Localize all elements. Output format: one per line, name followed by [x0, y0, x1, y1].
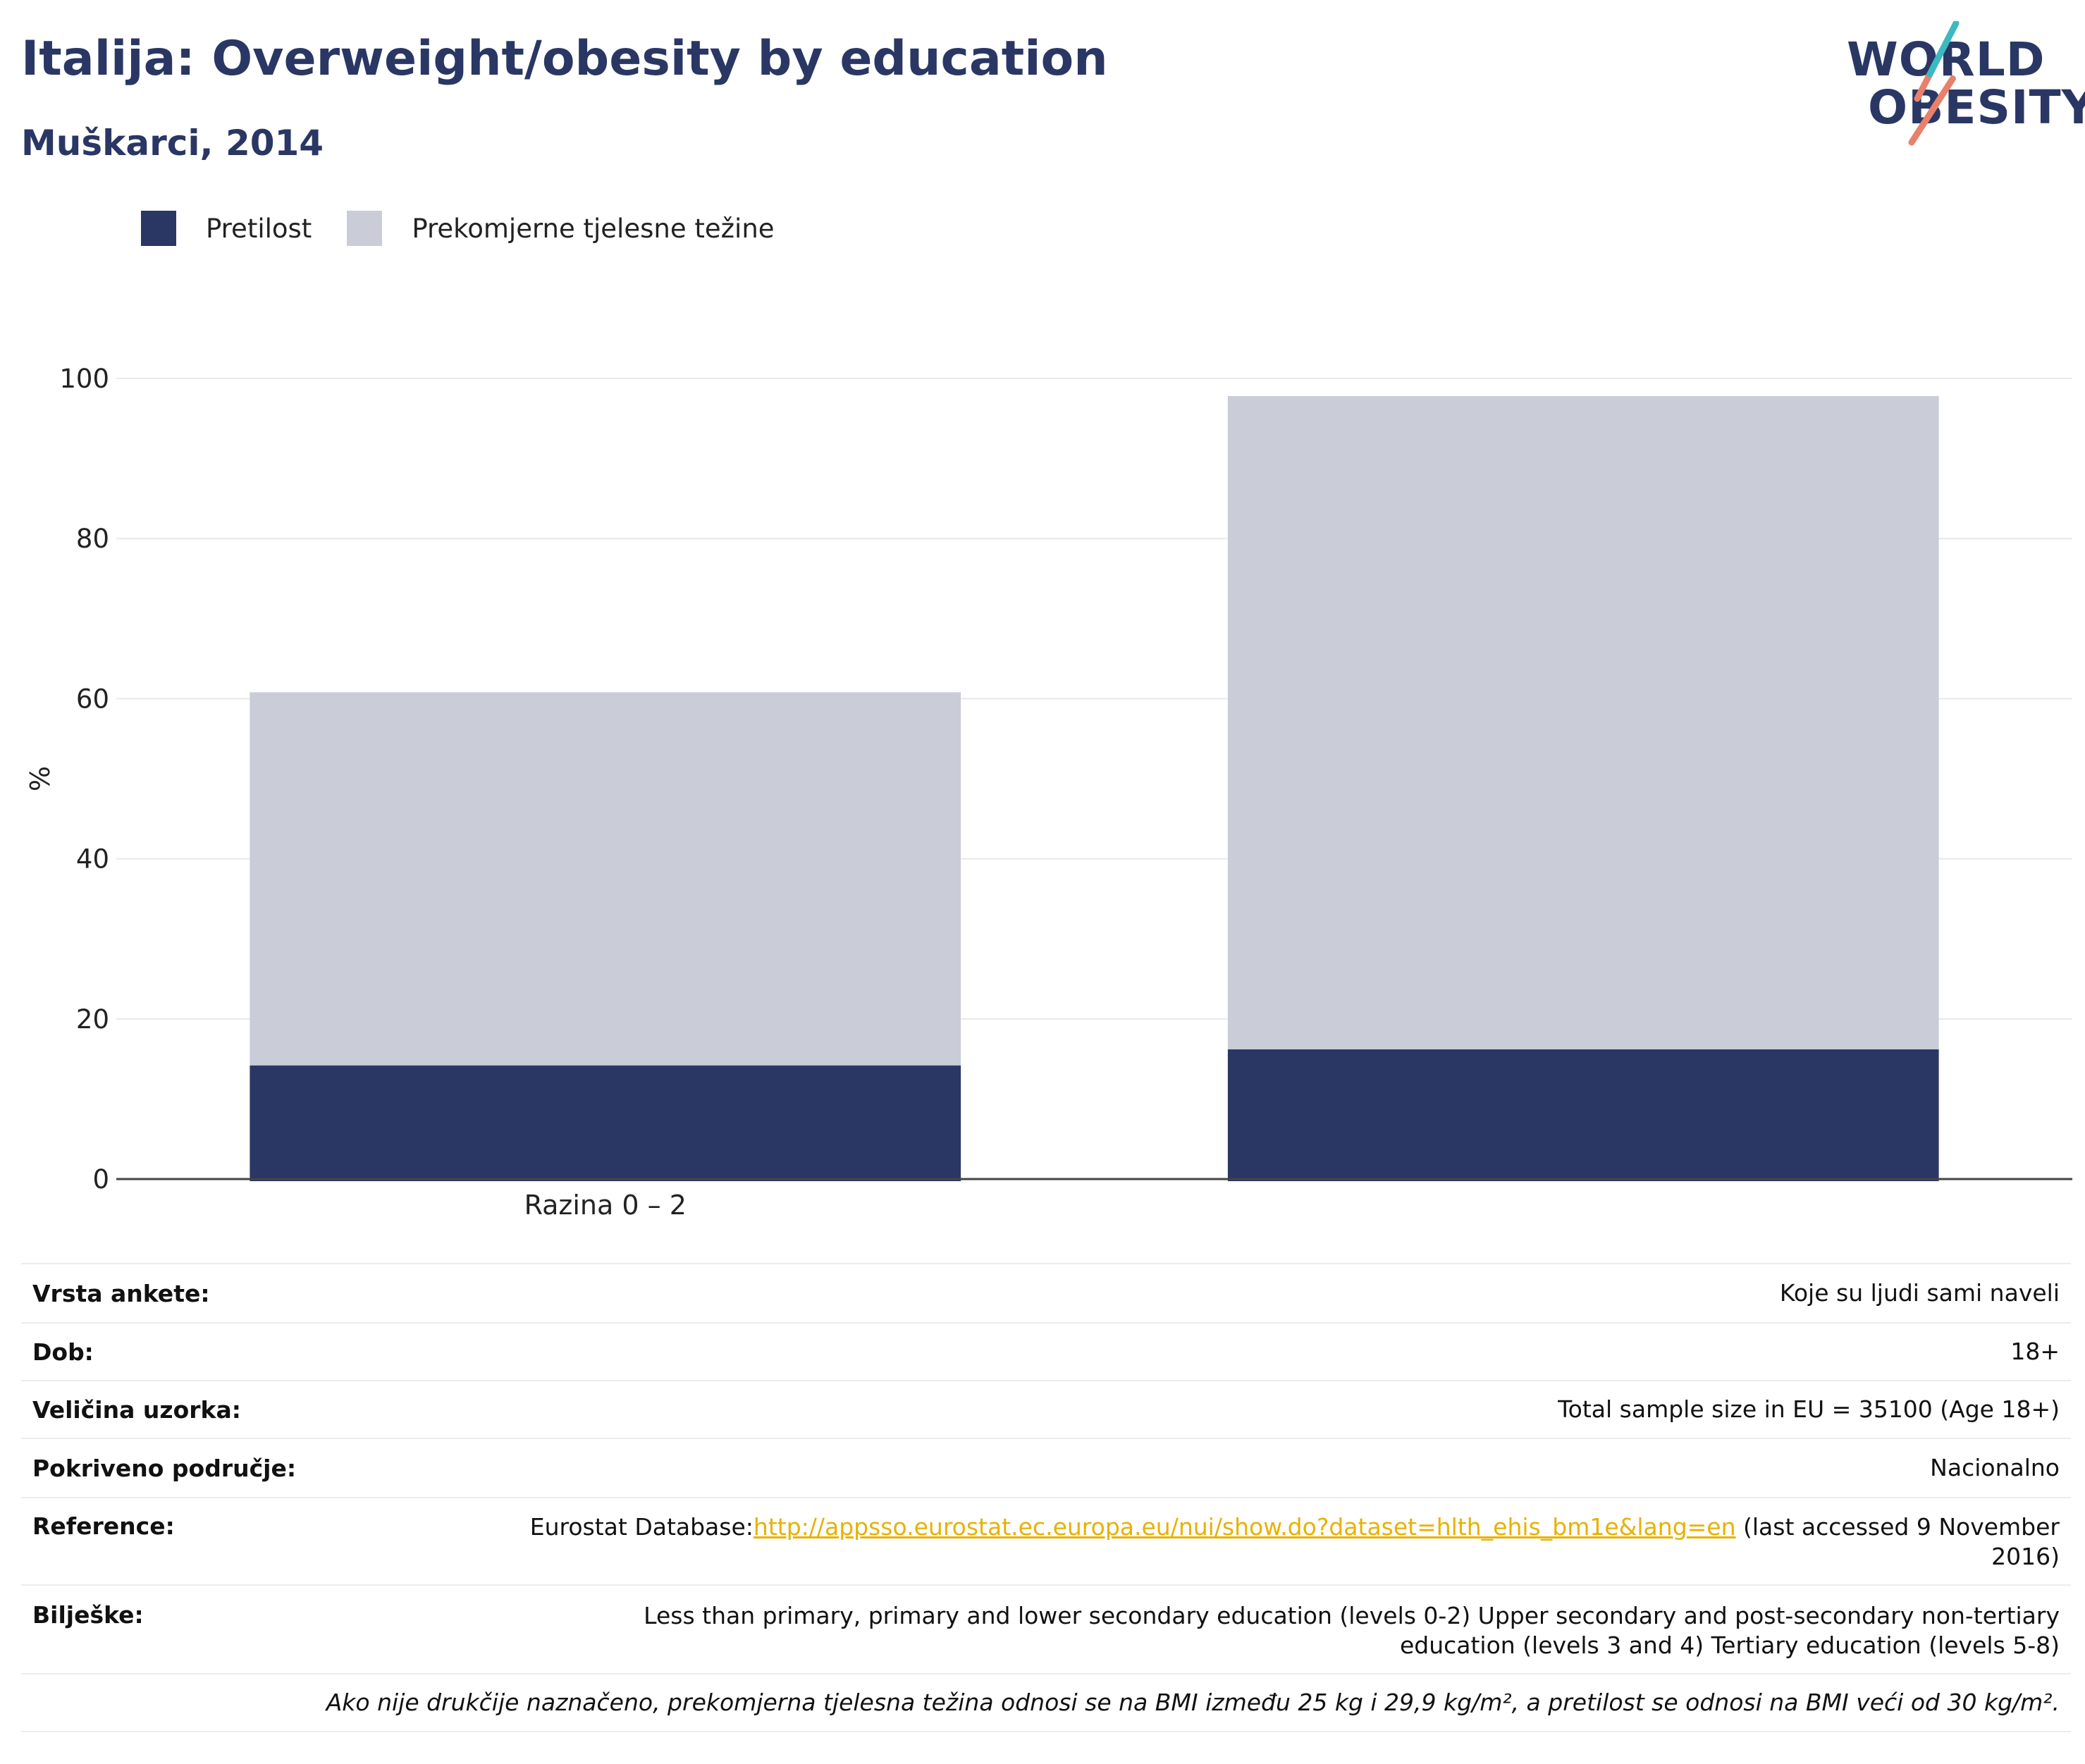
reference-value: Eurostat Database:http://appsso.eurostat… [509, 1512, 2060, 1572]
chart-legend: Pretilost Prekomjerne tjelesne težine [141, 209, 810, 248]
legend-label-overweight: Prekomjerne tjelesne težine [412, 213, 775, 244]
coverage-value: Nacionalno [1930, 1454, 2060, 1481]
info-row-sample: Veličina uzorka: Total sample size in EU… [21, 1380, 2071, 1438]
info-row-age: Dob: 18+ [21, 1322, 2071, 1380]
bar-overweight-1 [250, 692, 961, 1066]
reference-suffix: (last accessed 9 November 2016) [1735, 1513, 2060, 1570]
survey-type-label: Vrsta ankete: [32, 1279, 210, 1307]
reference-prefix: Eurostat Database: [529, 1513, 754, 1541]
sample-label: Veličina uzorka: [32, 1395, 241, 1424]
y-tick-label: 20 [76, 1004, 109, 1035]
footnote-text: Ako nije drukčije naznačeno, prekomjerna… [326, 1689, 2060, 1716]
reference-label: Reference: [32, 1512, 175, 1540]
chart-title: Italija: Overweight/obesity by education [21, 31, 1108, 87]
y-tick-label: 60 [76, 684, 109, 714]
notes-label: Bilješke: [32, 1601, 144, 1629]
chart-subtitle: Muškarci, 2014 [21, 123, 324, 164]
reference-link[interactable]: http://appsso.eurostat.ec.europa.eu/nui/… [753, 1513, 1736, 1541]
legend-item-obesity[interactable]: Pretilost [141, 211, 312, 246]
bar-obesity-1 [250, 1065, 961, 1181]
x-tick-label: Razina 0 – 2 [524, 1190, 687, 1221]
y-tick-label: 40 [76, 844, 109, 875]
legend-label-obesity: Pretilost [206, 213, 312, 244]
world-obesity-logo: WORLD OBESITY [1847, 21, 2085, 148]
logo-slash-icon [1908, 21, 1960, 146]
y-tick-label: 80 [76, 524, 109, 554]
bar-overweight-2 [1227, 395, 1939, 1049]
info-row-notes: Bilješke: Less than primary, primary and… [21, 1584, 2071, 1673]
logo-line-2: OBESITY [1868, 80, 2085, 135]
legend-swatch-obesity [141, 211, 176, 246]
age-label: Dob: [32, 1338, 94, 1366]
bar-obesity-2 [1227, 1049, 1939, 1181]
survey-type-value: Koje su ljudi sami naveli [1779, 1279, 2060, 1307]
sample-value: Total sample size in EU = 35100 (Age 18+… [1558, 1395, 2060, 1423]
y-tick-label: 0 [92, 1164, 109, 1195]
legend-swatch-overweight [347, 211, 383, 246]
info-row-coverage: Pokriveno područje: Nacionalno [21, 1438, 2071, 1497]
info-table: Vrsta ankete: Koje su ljudi sami naveli … [21, 1263, 2071, 1732]
age-value: 18+ [2010, 1338, 2060, 1365]
bar-chart: 0 20 40 60 80 100% Razina 0 – 2 [25, 364, 2072, 1221]
info-row-footnote: Ako nije drukčije naznačeno, prekomjerna… [21, 1673, 2071, 1732]
y-axis-label: % [25, 766, 56, 791]
coverage-label: Pokriveno područje: [32, 1454, 297, 1482]
info-row-reference: Reference: Eurostat Database:http://apps… [21, 1497, 2071, 1584]
legend-item-overweight[interactable]: Prekomjerne tjelesne težine [347, 211, 775, 246]
y-tick-label: 100 [59, 364, 109, 394]
notes-value: Less than primary, primary and lower sec… [644, 1602, 2060, 1659]
info-row-survey-type: Vrsta ankete: Koje su ljudi sami naveli [21, 1263, 2071, 1322]
